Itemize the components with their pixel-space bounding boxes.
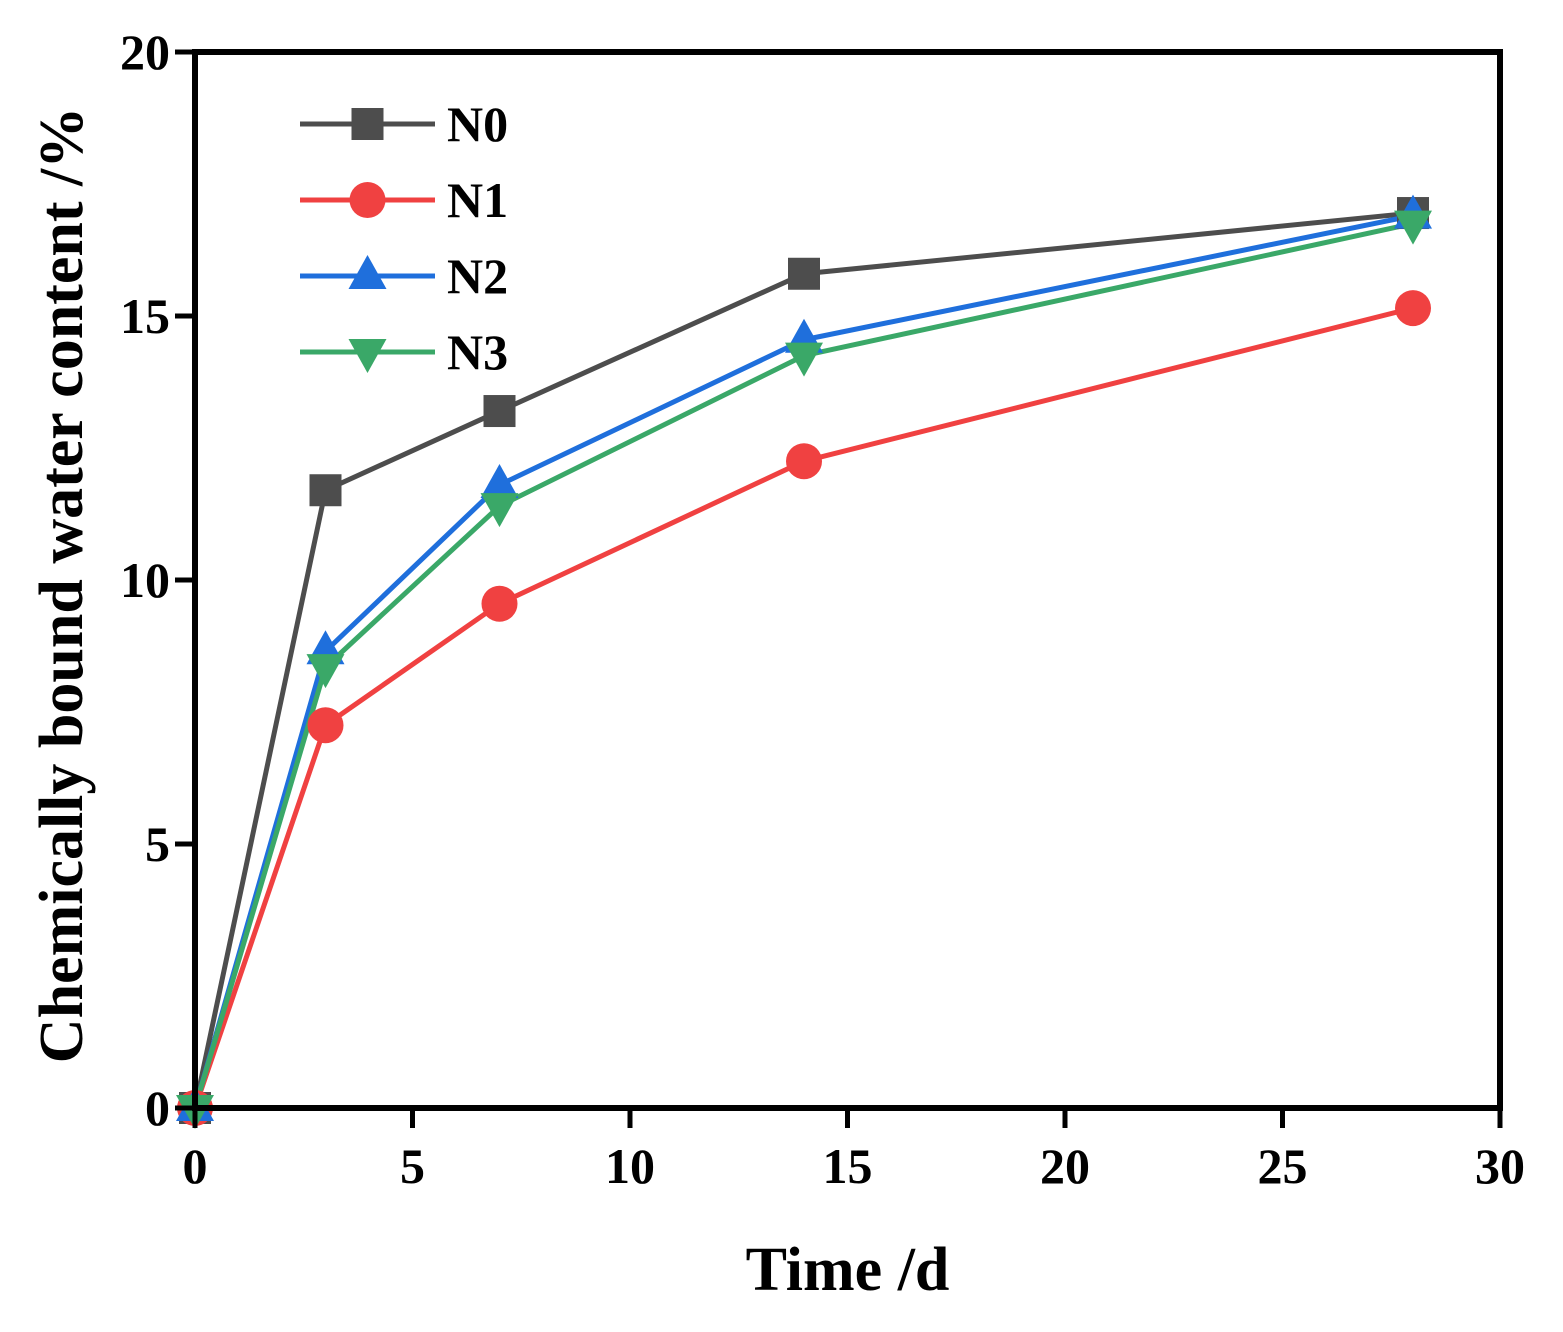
legend-label-N3: N3 [447,324,508,380]
legend: N0 N1 N2 N3 [300,96,508,380]
data-point-N1 [786,443,822,480]
data-point-N1 [481,585,518,622]
legend-label-N2: N2 [447,248,508,304]
y-tick-label: 5 [145,816,170,872]
x-tick-label: 10 [605,1138,655,1194]
legend-marker-N3 [348,339,387,373]
data-point-N3 [480,493,519,528]
legend-marker-N1 [349,182,386,218]
data-point-N0 [309,474,342,507]
y-tick-label: 15 [120,288,170,344]
legend-marker-N2 [348,255,387,289]
series-line-N1 [192,305,1414,1109]
y-tick-label: 20 [120,24,170,80]
marker-layer [176,194,1432,1129]
y-axis-title: Chemically bound water content /% [28,107,96,1063]
x-tick-label: 25 [1258,1138,1308,1194]
x-tick-label: 20 [1040,1138,1090,1194]
data-point-N1 [1395,290,1431,327]
legend-label-N0: N0 [447,96,508,152]
x-tick-label: 0 [183,1138,208,1194]
x-axis-title: Time /d [746,1236,950,1304]
data-point-N3 [1394,210,1432,245]
x-tick-label: 5 [400,1138,425,1194]
y-tick-label: 10 [120,552,170,608]
data-point-N1 [307,707,344,744]
legend-marker-N0 [351,108,384,140]
plot-frame [192,49,1503,1111]
tick-layer: 0 5 10 15 20 25 30 0 5 10 15 20 [120,24,1525,1194]
data-point-N3 [306,654,345,689]
data-point-N0 [788,257,820,290]
data-point-N2 [480,463,519,498]
x-tick-label: 30 [1475,1138,1525,1194]
x-tick-label: 15 [823,1138,873,1194]
data-point-N3 [785,342,823,377]
y-tick-label: 0 [145,1080,170,1136]
legend-label-N1: N1 [447,172,508,228]
data-point-N0 [483,395,516,428]
